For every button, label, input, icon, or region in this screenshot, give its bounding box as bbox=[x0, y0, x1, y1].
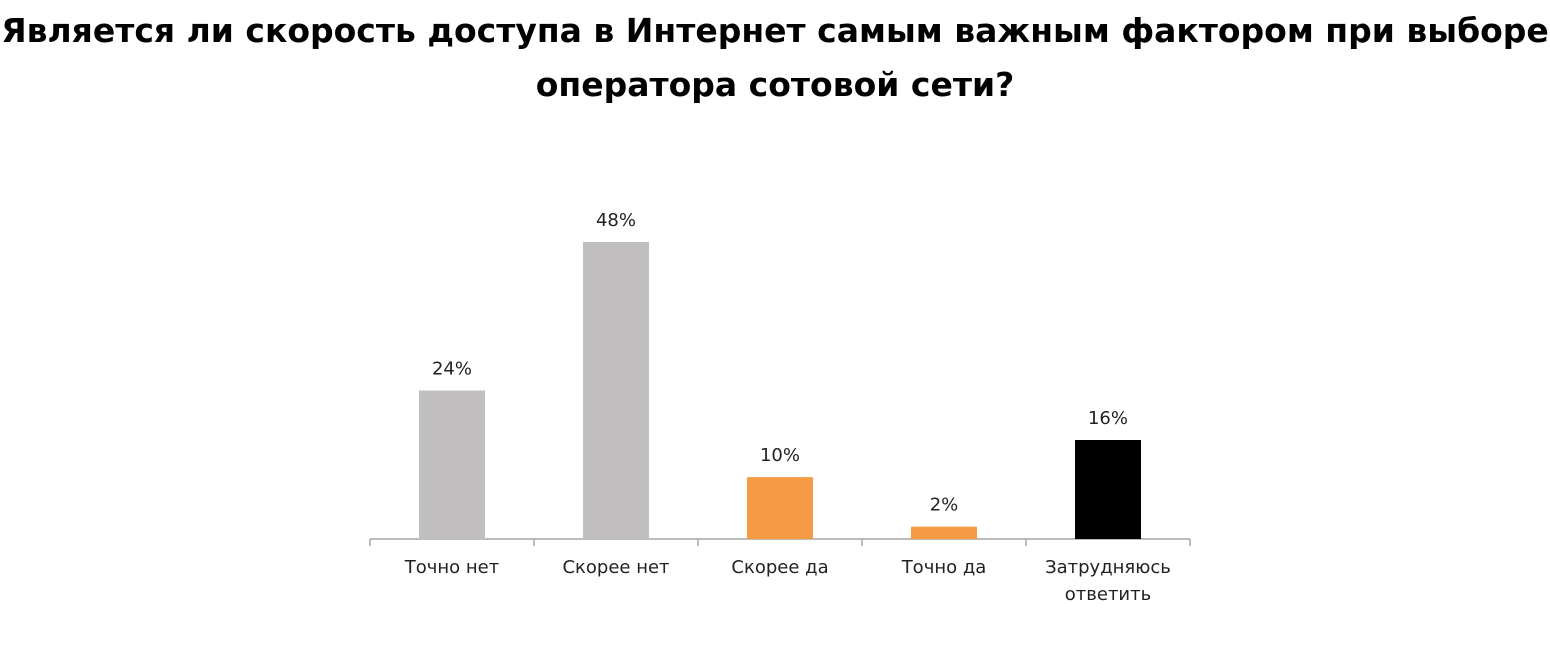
data-label: 48% bbox=[596, 210, 636, 231]
data-label: 24% bbox=[432, 359, 472, 380]
chart-title-line-2: оператора сотовой сети? bbox=[535, 65, 1015, 104]
category-label: Точно нет bbox=[404, 557, 499, 578]
bar bbox=[1075, 440, 1141, 539]
category-label: Точно да bbox=[901, 557, 987, 578]
data-label: 16% bbox=[1088, 408, 1128, 429]
chart-title: Является ли скорость доступа в Интернет … bbox=[0, 4, 1550, 112]
bar bbox=[911, 526, 977, 539]
bar bbox=[583, 242, 649, 539]
data-label: 10% bbox=[760, 445, 800, 466]
bar bbox=[747, 477, 813, 539]
category-label: ответить bbox=[1065, 584, 1151, 605]
chart-title-line-1: Является ли скорость доступа в Интернет … bbox=[1, 11, 1549, 50]
category-label: Скорее да bbox=[731, 557, 828, 578]
category-label: Затрудняюсь bbox=[1045, 557, 1171, 578]
category-label: Скорее нет bbox=[562, 557, 669, 578]
bar bbox=[419, 390, 485, 539]
data-label: 2% bbox=[930, 495, 959, 516]
